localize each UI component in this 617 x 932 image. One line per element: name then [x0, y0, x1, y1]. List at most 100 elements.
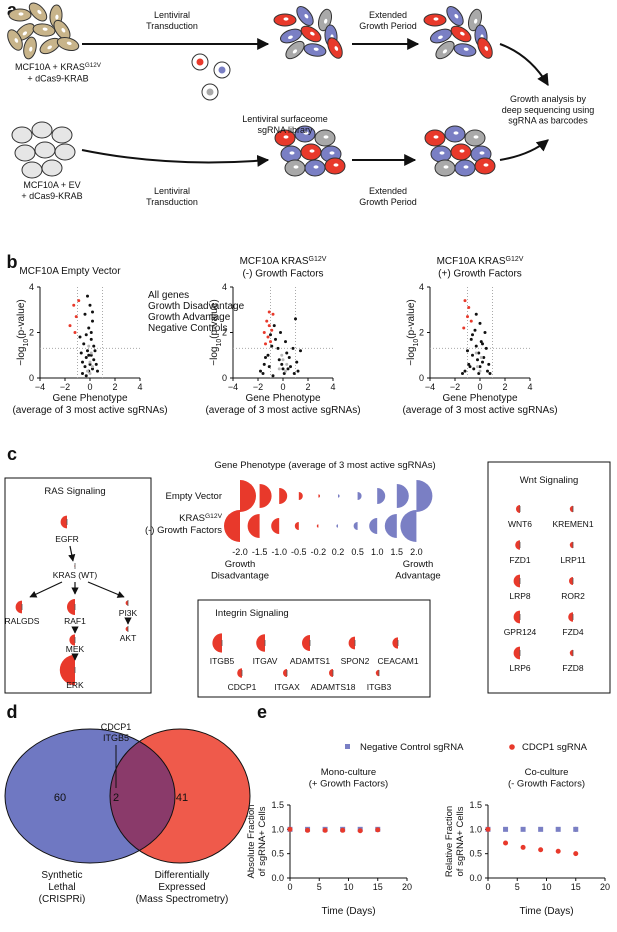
point — [482, 356, 486, 360]
point — [262, 362, 266, 366]
label: CDCP1 sgRNA — [522, 742, 588, 753]
phenotype-glyph — [318, 494, 320, 498]
label-text: (p-value) — [209, 299, 220, 338]
label: 0.2 — [332, 547, 345, 557]
label: 2 — [305, 382, 310, 392]
label: Gene Phenotype — [245, 393, 320, 404]
label: 5 — [515, 882, 520, 892]
cell — [54, 143, 76, 161]
point — [78, 335, 82, 339]
label: MCF10A KRASG12V — [437, 256, 524, 268]
point — [471, 333, 474, 337]
point — [271, 312, 275, 316]
label: sgRNA library — [257, 125, 313, 135]
point — [269, 340, 272, 344]
label: 0.5 — [271, 849, 284, 859]
phenotype-glyph — [569, 577, 573, 585]
nucleus — [463, 165, 469, 169]
superscript: G12V — [205, 513, 223, 520]
point — [466, 315, 469, 319]
phenotype-glyph — [15, 600, 22, 614]
point — [264, 342, 267, 346]
point — [81, 360, 84, 364]
label: 60 — [54, 792, 66, 804]
point — [72, 303, 76, 307]
label: 0.5 — [469, 849, 482, 859]
label-text: MCF10A KRAS — [437, 256, 506, 267]
nucleus — [323, 135, 329, 139]
label: Growth analysis by — [510, 94, 587, 104]
point — [89, 337, 93, 341]
nucleus — [454, 13, 459, 19]
nucleus — [18, 12, 24, 16]
label: 20 — [600, 882, 610, 892]
label: FZD1 — [509, 555, 531, 565]
cell — [21, 161, 43, 179]
phenotype-glyph — [294, 522, 299, 530]
label: ITGAV — [253, 656, 278, 666]
point — [267, 310, 271, 314]
point — [259, 369, 262, 373]
phenotype-glyph — [515, 540, 520, 550]
label: 15 — [373, 882, 383, 892]
phenotype-glyph — [302, 635, 310, 651]
nucleus — [47, 45, 52, 50]
label: Lentiviral surfaceome — [242, 114, 328, 124]
point — [87, 344, 91, 348]
point — [285, 362, 289, 366]
point — [462, 326, 466, 330]
point — [520, 826, 526, 832]
phenotype-glyph — [513, 610, 520, 624]
label: Lethal — [48, 882, 75, 893]
nucleus — [474, 18, 478, 24]
label: Extended — [369, 10, 407, 20]
subscript: 10 — [216, 339, 223, 347]
nucleus — [310, 31, 315, 36]
point — [91, 319, 94, 323]
label: 1.0 — [469, 824, 482, 834]
nucleus — [442, 49, 448, 54]
point — [81, 371, 84, 375]
nucleus — [473, 135, 479, 139]
point — [86, 294, 89, 298]
phenotype-glyph — [298, 492, 303, 500]
label: ITGB5 — [103, 733, 129, 743]
label: deep sequencing using — [502, 105, 595, 115]
phenotype-glyph — [60, 515, 67, 529]
point — [474, 312, 478, 316]
point — [266, 353, 270, 357]
point — [269, 333, 272, 337]
label: (average of 3 most active sgRNAs) — [12, 405, 167, 416]
point — [88, 360, 92, 364]
point — [340, 827, 346, 833]
phenotype-glyph — [247, 514, 260, 538]
point — [485, 826, 491, 832]
point — [375, 827, 381, 833]
nucleus — [42, 27, 48, 31]
nucleus — [61, 28, 66, 33]
point — [555, 848, 561, 854]
label: a — [7, 0, 18, 20]
point — [357, 828, 363, 834]
label: 1.5 — [469, 800, 482, 810]
label: 4 — [419, 282, 424, 292]
point — [299, 349, 302, 353]
label: Differentially — [155, 870, 210, 881]
label: Growth — [225, 559, 256, 570]
cell — [51, 126, 73, 144]
phenotype-glyph — [357, 492, 362, 500]
nucleus — [303, 131, 309, 135]
phenotype-glyph — [513, 574, 520, 588]
point — [91, 310, 94, 314]
label: -2.0 — [232, 547, 248, 557]
point — [296, 369, 300, 373]
point — [479, 340, 483, 344]
point — [277, 367, 281, 371]
point — [292, 371, 296, 375]
label: AKT — [120, 633, 137, 643]
label: MCF10A Empty Vector — [19, 266, 121, 277]
point — [294, 317, 297, 321]
nucleus — [460, 31, 465, 36]
y-axis-label: −log10(p-value) — [406, 299, 420, 365]
label: Gene Phenotype (average of 3 most active… — [214, 460, 435, 471]
